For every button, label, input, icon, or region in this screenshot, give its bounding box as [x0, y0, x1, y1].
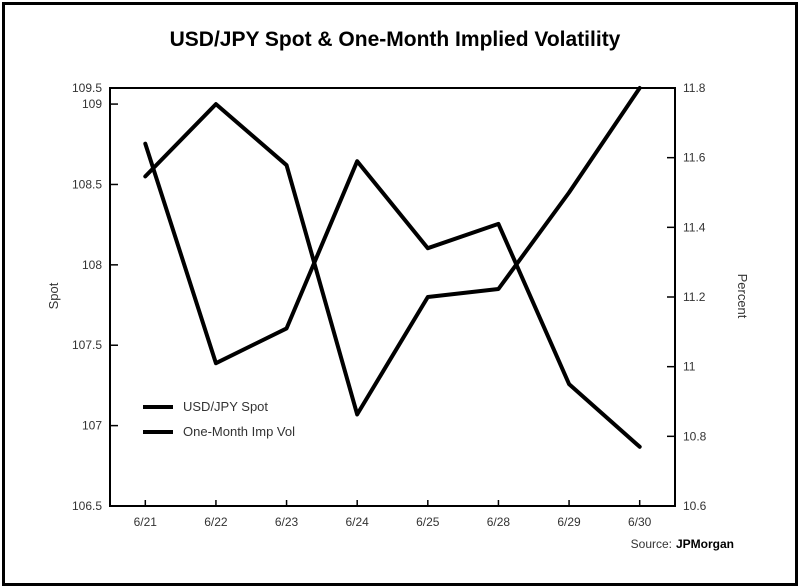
left-tick-label: 108 [82, 258, 102, 272]
left-tick-label: 109 [82, 97, 102, 111]
right-axis-ticks: 10.6 10.8 11 11.2 11.4 11.6 11.8 [667, 81, 707, 513]
right-tick-label: 11.8 [683, 81, 706, 95]
legend-label-spot: USD/JPY Spot [183, 399, 268, 414]
right-tick-label: 10.6 [683, 499, 707, 513]
x-tick-label: 6/29 [557, 515, 581, 529]
series-line-spot [143, 86, 642, 417]
x-tick-label: 6/24 [346, 515, 370, 529]
x-tick-label: 6/22 [204, 515, 228, 529]
right-tick-label: 11 [683, 360, 696, 374]
left-tick-label: 107 [82, 419, 102, 433]
legend-label-vol: One-Month Imp Vol [183, 424, 295, 439]
x-tick-label: 6/23 [275, 515, 299, 529]
right-tick-label: 10.8 [683, 429, 707, 443]
series-line-vol [143, 141, 642, 449]
x-tick-label: 6/25 [416, 515, 440, 529]
left-tick-label: 106.5 [72, 499, 102, 513]
right-tick-label: 11.2 [683, 290, 706, 304]
right-tick-label: 11.6 [683, 151, 706, 165]
series-lines [143, 86, 642, 449]
right-tick-label: 11.4 [683, 220, 706, 234]
left-tick-label: 109.5 [72, 81, 102, 95]
source-prefix: Source: [631, 537, 672, 551]
y-axis-label: Spot [46, 282, 61, 309]
x-tick-label: 6/21 [134, 515, 158, 529]
legend: USD/JPY Spot One-Month Imp Vol [143, 399, 295, 439]
left-axis-ticks: 106.5 107 107.5 108 108.5 109 109.5 [72, 81, 118, 513]
x-tick-label: 6/28 [487, 515, 511, 529]
chart-title: USD/JPY Spot & One-Month Implied Volatil… [170, 28, 621, 51]
left-tick-label: 107.5 [72, 338, 102, 352]
x-tick-label: 6/30 [628, 515, 652, 529]
source-name: JPMorgan [676, 537, 734, 551]
y2-axis-label: Percent [735, 274, 750, 319]
source-note: Source: JPMorgan [631, 537, 734, 551]
left-tick-label: 108.5 [72, 177, 102, 191]
x-axis-ticks: 6/21 6/22 6/23 6/24 6/25 6/28 6/29 6/30 [134, 500, 652, 529]
